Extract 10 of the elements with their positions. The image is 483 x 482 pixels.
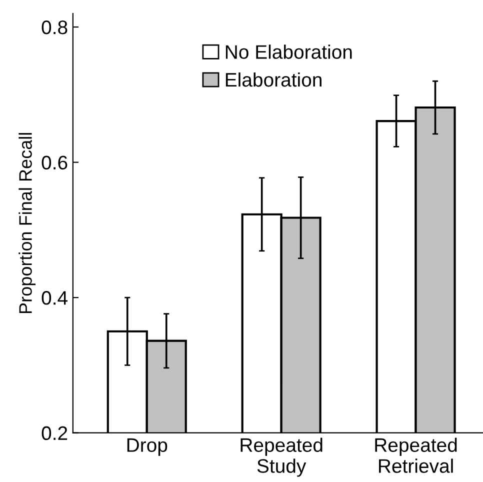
y-tick-label: 0.2: [42, 426, 68, 440]
legend-label: Elaboration: [226, 72, 322, 87]
x-tick-label: Drop: [127, 438, 168, 456]
y-tick-label: 0.6: [42, 156, 68, 170]
y-axis-title: Proportion Final Recall: [18, 133, 36, 313]
x-tick-label: Repeated Retrieval: [375, 438, 457, 473]
y-tick-label: 0.8: [42, 20, 68, 34]
legend-label: No Elaboration: [226, 44, 352, 59]
x-tick-label: Repeated Study: [240, 438, 322, 477]
y-tick-label: 0.4: [42, 291, 68, 305]
